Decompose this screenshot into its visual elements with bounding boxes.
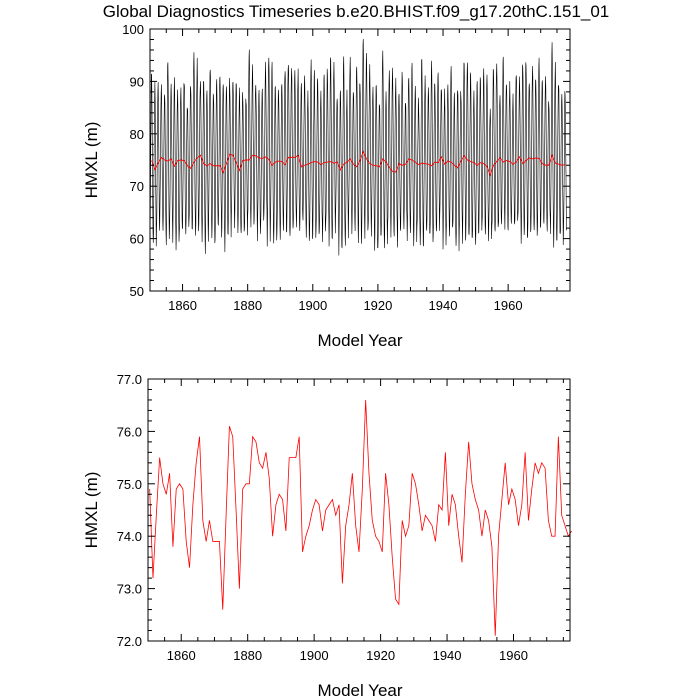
- top-axes: 1860 1880 1900 1920 1940 1960 50 60 70 80 90 100: [122, 22, 570, 313]
- top-x-tick-label: 1880: [233, 298, 262, 313]
- top-x-axis-title: Model Year: [317, 331, 402, 350]
- bottom-plot-frame: [147, 378, 571, 642]
- top-panel: 1860 1880 1900 1920 1940 1960 50 60 70 80 90 100 Mo…: [82, 22, 571, 350]
- bottom-y-axis-title: HMXL (m): [82, 472, 101, 549]
- top-y-tick-label: 80: [130, 127, 144, 142]
- top-y-tick-label: 60: [130, 232, 144, 247]
- top-x-tick-label: 1960: [494, 298, 523, 313]
- bottom-y-tick-label: 72.0: [117, 634, 142, 649]
- top-series-group: [149, 39, 567, 256]
- bottom-x-tick-label: 1940: [433, 648, 462, 663]
- top-x-tick-label: 1900: [298, 298, 327, 313]
- top-y-tick-label: 70: [130, 179, 144, 194]
- bottom-x-axis-title: Model Year: [317, 681, 402, 700]
- top-x-tick-label: 1860: [168, 298, 197, 313]
- figure-title: Global Diagnostics Timeseries b.e20.BHIS…: [103, 2, 610, 21]
- top-y-tick-label: 50: [130, 284, 144, 299]
- top-monthly-line: [149, 39, 567, 256]
- bottom-x-tick-label: 1960: [499, 648, 528, 663]
- bottom-y-tick-label: 75.0: [117, 477, 142, 492]
- bottom-x-tick-label: 1900: [300, 648, 329, 663]
- bottom-y-tick-label: 76.0: [117, 424, 142, 439]
- bottom-x-tick-label: 1860: [167, 648, 196, 663]
- bottom-y-tick-label: 74.0: [117, 529, 142, 544]
- bottom-annual-mean-line: [149, 399, 572, 636]
- bottom-y-tick-label: 77.0: [117, 372, 142, 387]
- top-annual-mean-line: [151, 150, 566, 177]
- top-y-tick-label: 90: [130, 74, 144, 89]
- bottom-x-tick-label: 1880: [233, 648, 262, 663]
- bottom-axes: 1860 1880 1900 1920 1940 1960 72.0 73.0 74.0 75.0…: [117, 372, 570, 663]
- bottom-series-group: [149, 399, 572, 636]
- top-x-tick-label: 1920: [363, 298, 392, 313]
- top-plot-frame: [149, 28, 571, 292]
- bottom-panel: 1860 1880 1900 1920 1940 1960 72.0 73.0 74.0 75.0…: [82, 372, 572, 700]
- bottom-y-tick-label: 73.0: [117, 582, 142, 597]
- top-y-tick-label: 100: [122, 22, 144, 37]
- bottom-x-tick-label: 1920: [366, 648, 395, 663]
- top-x-tick-label: 1940: [429, 298, 458, 313]
- top-y-axis-title: HMXL (m): [82, 122, 101, 199]
